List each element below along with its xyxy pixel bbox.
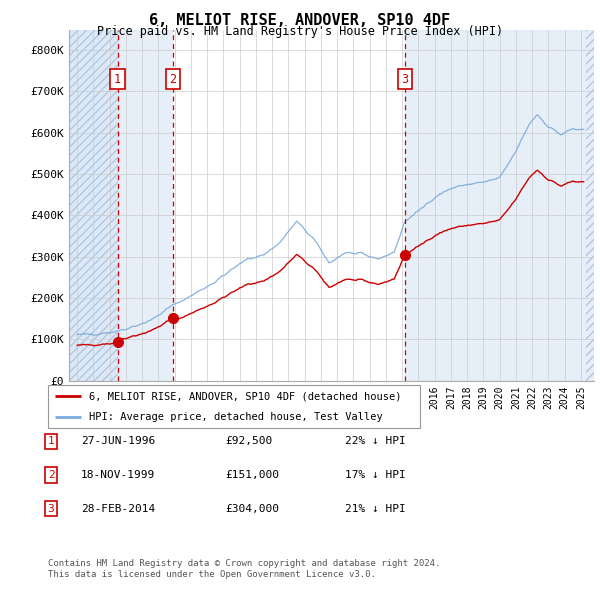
Text: £151,000: £151,000: [225, 470, 279, 480]
Bar: [118, 30, 173, 381]
Bar: [69, 30, 118, 381]
Text: Contains HM Land Registry data © Crown copyright and database right 2024.: Contains HM Land Registry data © Crown c…: [48, 559, 440, 568]
Text: Price paid vs. HM Land Registry's House Price Index (HPI): Price paid vs. HM Land Registry's House …: [97, 25, 503, 38]
Text: 1: 1: [47, 437, 55, 446]
Text: 1: 1: [114, 73, 121, 86]
Bar: [173, 30, 405, 381]
Text: 18-NOV-1999: 18-NOV-1999: [81, 470, 155, 480]
Text: £304,000: £304,000: [225, 504, 279, 513]
Text: 3: 3: [47, 504, 55, 513]
Text: 2: 2: [169, 73, 176, 86]
Text: 28-FEB-2014: 28-FEB-2014: [81, 504, 155, 513]
Text: £92,500: £92,500: [225, 437, 272, 446]
Text: This data is licensed under the Open Government Licence v3.0.: This data is licensed under the Open Gov…: [48, 571, 376, 579]
Text: 3: 3: [401, 73, 409, 86]
Bar: [586, 30, 594, 381]
Text: 17% ↓ HPI: 17% ↓ HPI: [345, 470, 406, 480]
Text: 21% ↓ HPI: 21% ↓ HPI: [345, 504, 406, 513]
Text: 2: 2: [47, 470, 55, 480]
Bar: [405, 30, 594, 381]
Text: 6, MELIOT RISE, ANDOVER, SP10 4DF: 6, MELIOT RISE, ANDOVER, SP10 4DF: [149, 13, 451, 28]
Text: 22% ↓ HPI: 22% ↓ HPI: [345, 437, 406, 446]
Text: 27-JUN-1996: 27-JUN-1996: [81, 437, 155, 446]
Bar: [69, 30, 118, 381]
Text: HPI: Average price, detached house, Test Valley: HPI: Average price, detached house, Test…: [89, 412, 383, 422]
Text: 6, MELIOT RISE, ANDOVER, SP10 4DF (detached house): 6, MELIOT RISE, ANDOVER, SP10 4DF (detac…: [89, 391, 401, 401]
